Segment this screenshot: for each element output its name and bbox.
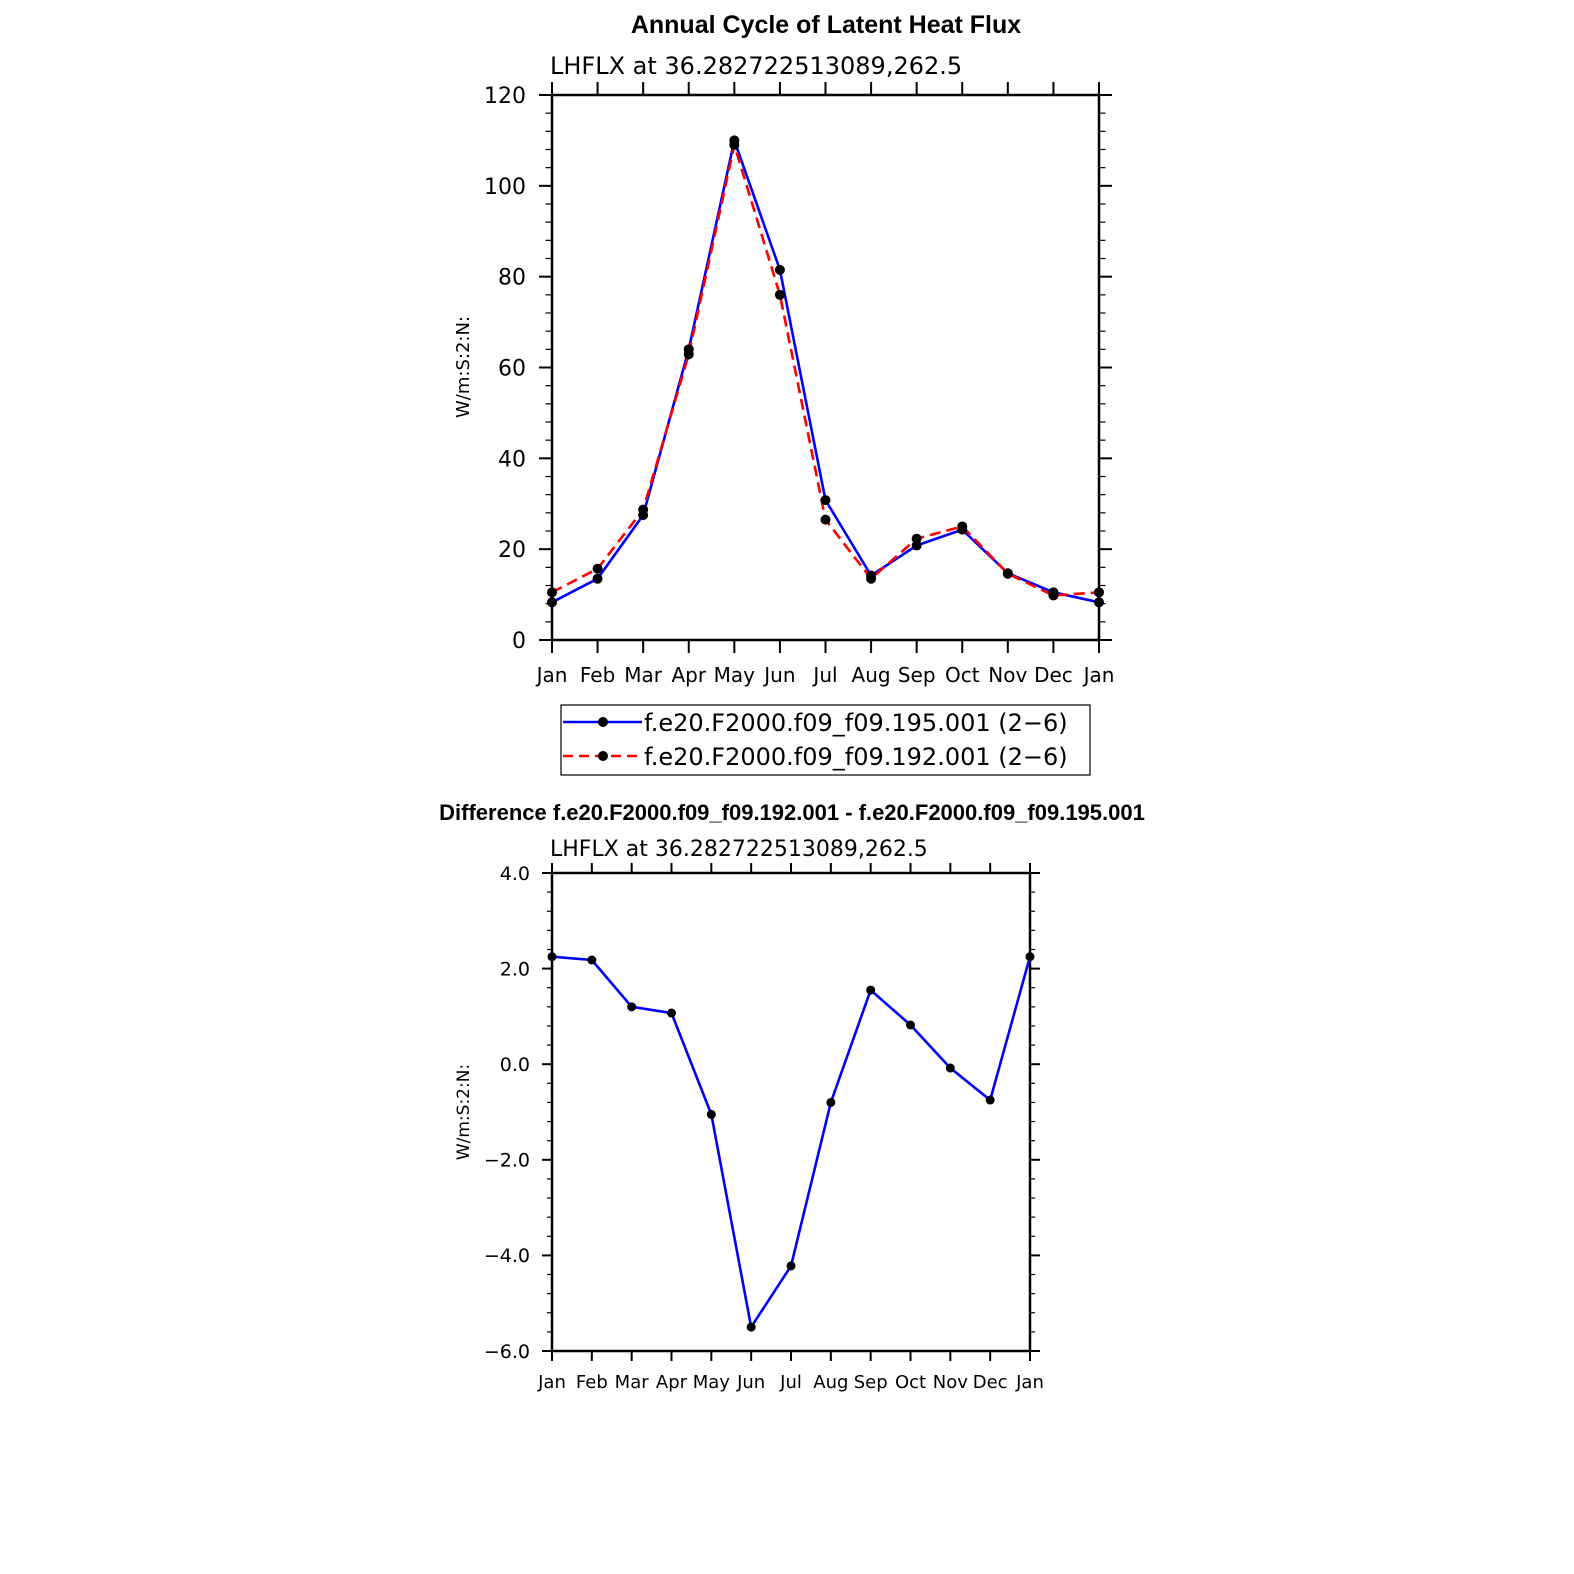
series-0-point bbox=[826, 1097, 836, 1107]
series-1-point bbox=[911, 533, 922, 544]
series-1-point bbox=[683, 349, 694, 360]
x-tick-label: Dec bbox=[973, 1372, 1008, 1393]
series-0-point bbox=[627, 1002, 637, 1012]
series-1-point bbox=[1048, 590, 1059, 601]
x-tick-label: Aug bbox=[852, 663, 891, 687]
series-0-point bbox=[820, 495, 831, 506]
series-1-point bbox=[638, 504, 649, 515]
x-tick-label: Oct bbox=[895, 1372, 926, 1393]
legend-label-0: f.e20.F2000.f09_f09.195.001 (2−6) bbox=[644, 709, 1068, 737]
legend: f.e20.F2000.f09_f09.195.001 (2−6) f.e20.… bbox=[560, 704, 1091, 776]
series-0-point bbox=[774, 264, 785, 275]
top-chart-plot: Jan Feb Mar Apr May Jun Jul Aug Sep Oct Nov Dec Jan 0… bbox=[484, 82, 1114, 687]
x-tick-label: Oct bbox=[945, 663, 980, 687]
y-tick-label: 60 bbox=[498, 356, 526, 381]
series-0-point bbox=[906, 1020, 915, 1030]
series-0-point bbox=[985, 1095, 995, 1105]
y-tick-label: −4.0 bbox=[484, 1245, 530, 1267]
series-0-point bbox=[866, 985, 876, 995]
x-tick-label: Aug bbox=[813, 1372, 848, 1393]
y-tick-label: 4.0 bbox=[500, 863, 530, 885]
series-1-point bbox=[866, 573, 877, 584]
series-1-point bbox=[729, 139, 740, 150]
x-tick-label: Apr bbox=[656, 1372, 688, 1393]
legend-label-1: f.e20.F2000.f09_f09.192.001 (2−6) bbox=[644, 743, 1068, 771]
plot-frame bbox=[550, 93, 1101, 642]
y-tick-label: 40 bbox=[498, 447, 526, 472]
x-tick-label: Nov bbox=[933, 1372, 968, 1393]
legend-box bbox=[560, 704, 1091, 776]
y-tick-label: 2.0 bbox=[500, 958, 530, 980]
x-tick-label: Sep bbox=[898, 663, 936, 687]
x-tick-label: Mar bbox=[624, 663, 663, 687]
y-tick-label: −6.0 bbox=[484, 1341, 530, 1363]
series-0-point bbox=[746, 1322, 756, 1332]
plot-frame bbox=[550, 871, 1032, 1353]
x-tick-label: Mar bbox=[615, 1372, 650, 1393]
legend-marker-1 bbox=[598, 751, 608, 761]
bottom-chart-ylabel: W/m:S:2:N: bbox=[454, 1064, 474, 1160]
bottom-chart-title: Difference f.e20.F2000.f09_f09.192.001 -… bbox=[439, 800, 1145, 825]
series-line-0 bbox=[551, 955, 1032, 1329]
x-tick-label: Apr bbox=[671, 663, 706, 687]
x-tick-label: May bbox=[693, 1372, 731, 1393]
series-0-point bbox=[587, 955, 597, 965]
top-chart-subtitle: LHFLX at 36.282722513089,262.5 bbox=[550, 52, 962, 80]
series-0-point bbox=[592, 573, 603, 584]
series-1-point bbox=[592, 563, 603, 574]
legend-marker-0 bbox=[598, 717, 608, 727]
x-tick-label: Nov bbox=[988, 663, 1027, 687]
series-0-point bbox=[706, 1109, 716, 1119]
y-tick-label: 0 bbox=[512, 629, 526, 654]
top-chart-title: Annual Cycle of Latent Heat Flux bbox=[631, 11, 1021, 39]
bottom-chart-subtitle: LHFLX at 36.282722513089,262.5 bbox=[550, 837, 928, 862]
series-1-point bbox=[774, 289, 785, 300]
x-tick-label: Jul bbox=[811, 663, 837, 687]
series-1-point bbox=[1094, 587, 1104, 598]
x-tick-label: Jul bbox=[779, 1372, 802, 1393]
y-tick-label: −2.0 bbox=[484, 1150, 530, 1172]
y-tick-label: 20 bbox=[498, 538, 526, 563]
x-tick-label: May bbox=[714, 663, 756, 687]
y-tick-label: 100 bbox=[484, 175, 526, 200]
series-0-point bbox=[547, 952, 557, 962]
series-1-point bbox=[547, 587, 557, 598]
top-chart-ylabel: W/m:S:2:N: bbox=[453, 316, 474, 418]
x-tick-label: Jan bbox=[1015, 1372, 1044, 1393]
series-0-point bbox=[1025, 952, 1035, 962]
bottom-chart-plot: Jan Feb Mar Apr May Jun Jul Aug Sep Oct Nov Dec Jan−… bbox=[484, 863, 1044, 1393]
x-tick-label: Jan bbox=[1082, 663, 1115, 687]
series-1-point bbox=[957, 521, 968, 532]
series-1-point bbox=[820, 514, 831, 525]
series-0-point bbox=[547, 597, 557, 608]
series-0-point bbox=[786, 1261, 796, 1271]
x-tick-label: Feb bbox=[580, 663, 615, 687]
x-tick-label: Sep bbox=[854, 1372, 888, 1393]
x-tick-label: Jan bbox=[535, 663, 568, 687]
x-tick-label: Jun bbox=[736, 1372, 765, 1393]
x-tick-label: Feb bbox=[576, 1372, 608, 1393]
y-tick-label: 0.0 bbox=[500, 1054, 530, 1076]
series-line-0 bbox=[551, 139, 1100, 604]
series-0-point bbox=[1094, 597, 1104, 608]
series-0-point bbox=[945, 1063, 955, 1073]
x-tick-label: Jun bbox=[762, 663, 795, 687]
x-tick-label: Jan bbox=[537, 1372, 566, 1393]
series-1-point bbox=[1002, 568, 1013, 579]
y-tick-label: 120 bbox=[484, 84, 526, 109]
y-tick-label: 80 bbox=[498, 266, 526, 291]
series-0-point bbox=[667, 1008, 676, 1018]
x-tick-label: Dec bbox=[1034, 663, 1073, 687]
